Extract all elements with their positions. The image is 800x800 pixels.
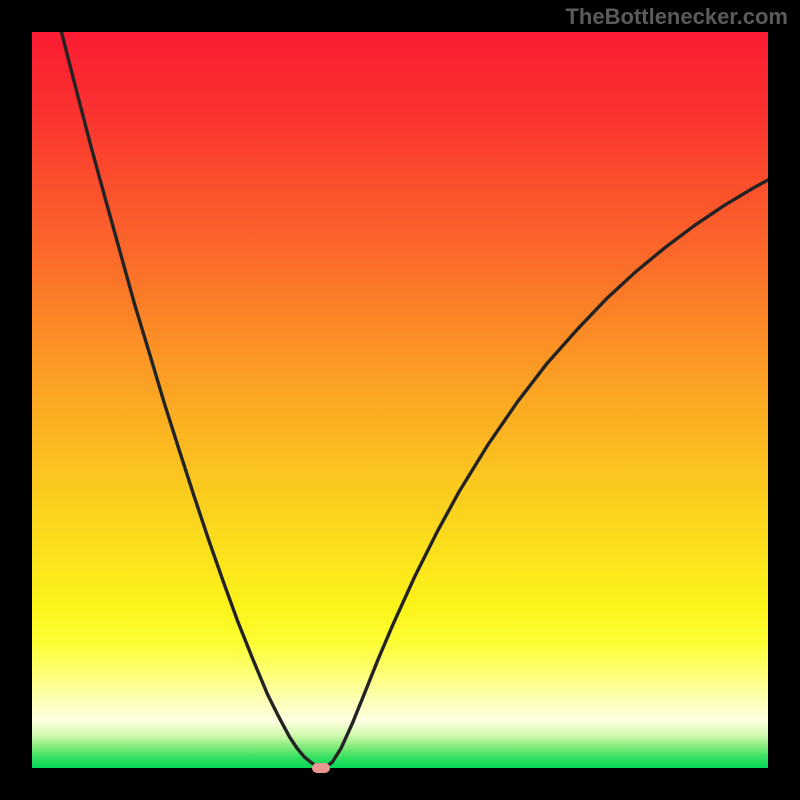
minimum-marker [312,763,330,773]
plot-area [32,32,768,768]
chart-container: TheBottlenecker.com [0,0,800,800]
watermark-text: TheBottlenecker.com [565,4,788,30]
curve-svg [32,32,768,768]
bottleneck-curve [61,32,768,768]
